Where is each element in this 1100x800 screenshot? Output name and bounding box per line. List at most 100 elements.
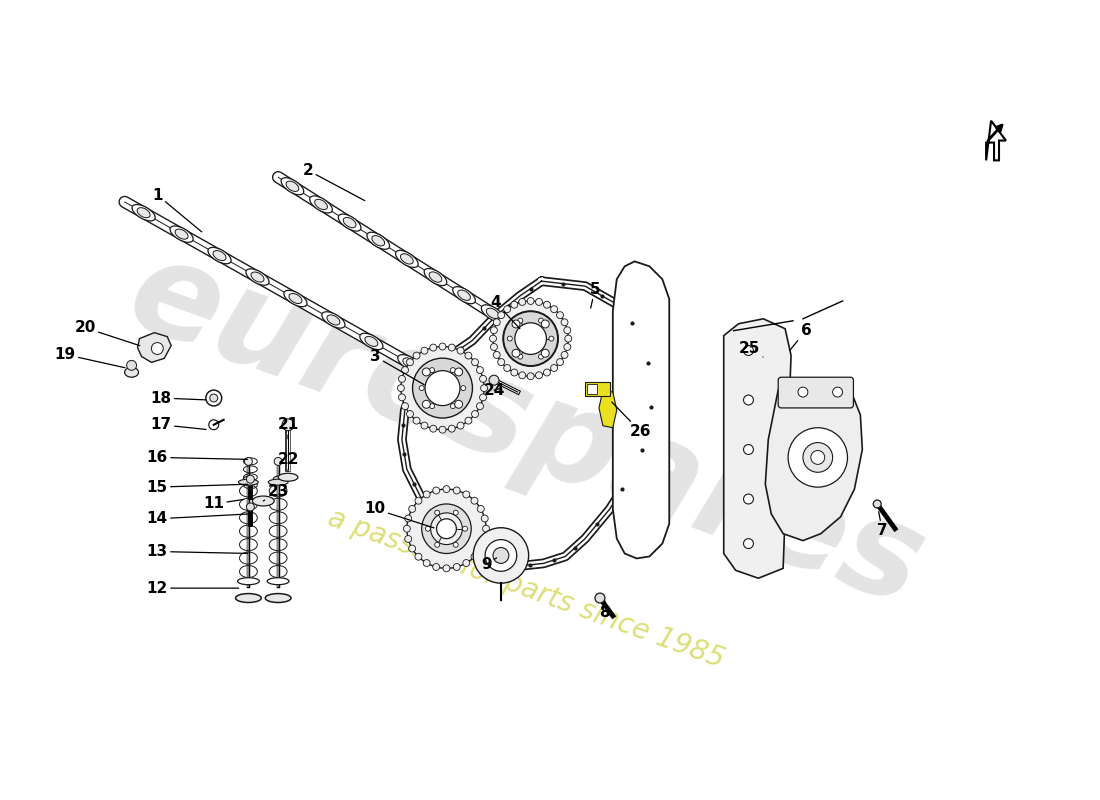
Polygon shape: [986, 121, 1005, 160]
Ellipse shape: [273, 476, 283, 482]
Circle shape: [463, 491, 470, 498]
Circle shape: [541, 320, 549, 328]
Circle shape: [415, 498, 422, 504]
Ellipse shape: [175, 229, 188, 239]
Circle shape: [407, 358, 414, 366]
Circle shape: [564, 326, 571, 334]
Circle shape: [483, 526, 490, 532]
Circle shape: [493, 301, 569, 376]
Circle shape: [463, 559, 470, 566]
Ellipse shape: [268, 479, 288, 485]
Ellipse shape: [132, 205, 155, 221]
Ellipse shape: [289, 294, 302, 303]
Circle shape: [515, 323, 547, 354]
Ellipse shape: [510, 323, 532, 340]
Circle shape: [798, 387, 807, 397]
Circle shape: [439, 343, 446, 350]
Circle shape: [497, 358, 505, 366]
Bar: [587, 384, 597, 394]
Bar: [585, 382, 609, 396]
Circle shape: [407, 410, 414, 418]
Circle shape: [450, 368, 455, 373]
Circle shape: [409, 506, 416, 512]
Ellipse shape: [322, 312, 345, 328]
Circle shape: [788, 428, 847, 487]
Circle shape: [415, 554, 422, 560]
Circle shape: [480, 394, 486, 401]
Circle shape: [527, 298, 535, 305]
Ellipse shape: [515, 326, 528, 337]
Circle shape: [402, 366, 408, 374]
Circle shape: [561, 351, 568, 358]
Circle shape: [419, 386, 425, 390]
Circle shape: [512, 320, 520, 328]
Circle shape: [557, 358, 563, 366]
Circle shape: [510, 369, 518, 376]
Circle shape: [430, 368, 434, 373]
Circle shape: [209, 420, 219, 430]
Ellipse shape: [267, 578, 289, 585]
Text: 16: 16: [146, 450, 248, 465]
Circle shape: [510, 302, 518, 308]
Circle shape: [126, 360, 136, 370]
Text: 9: 9: [481, 557, 496, 572]
Ellipse shape: [453, 286, 475, 304]
Text: 19: 19: [55, 347, 125, 368]
Ellipse shape: [398, 354, 421, 371]
Circle shape: [477, 545, 484, 552]
Circle shape: [490, 335, 496, 342]
Circle shape: [421, 422, 428, 429]
Ellipse shape: [367, 232, 389, 250]
Ellipse shape: [278, 474, 298, 481]
Circle shape: [476, 402, 483, 410]
Circle shape: [152, 342, 163, 354]
Ellipse shape: [251, 272, 264, 282]
Circle shape: [527, 373, 535, 380]
Ellipse shape: [243, 476, 253, 482]
Circle shape: [206, 390, 222, 406]
Ellipse shape: [425, 269, 447, 286]
Circle shape: [465, 417, 472, 424]
Circle shape: [465, 352, 472, 359]
Circle shape: [426, 526, 430, 531]
Circle shape: [536, 372, 542, 378]
Circle shape: [551, 306, 558, 313]
Circle shape: [507, 336, 513, 341]
Circle shape: [493, 351, 500, 358]
Circle shape: [422, 400, 430, 408]
Circle shape: [405, 515, 411, 522]
Ellipse shape: [486, 308, 499, 318]
Text: a passion for parts since 1985: a passion for parts since 1985: [323, 503, 727, 673]
Circle shape: [473, 528, 529, 583]
Ellipse shape: [458, 290, 471, 300]
Ellipse shape: [360, 334, 383, 350]
Circle shape: [450, 404, 455, 409]
Circle shape: [477, 506, 484, 512]
Circle shape: [210, 394, 218, 402]
Circle shape: [437, 519, 456, 538]
Circle shape: [432, 563, 440, 570]
Text: 2: 2: [302, 162, 365, 201]
Circle shape: [424, 491, 430, 498]
Circle shape: [536, 298, 542, 306]
Text: 24: 24: [483, 382, 505, 398]
Circle shape: [430, 376, 454, 400]
Circle shape: [432, 487, 440, 494]
Circle shape: [490, 375, 499, 385]
Circle shape: [744, 538, 754, 549]
Circle shape: [405, 535, 411, 542]
Ellipse shape: [252, 496, 274, 506]
Circle shape: [430, 344, 437, 351]
Circle shape: [398, 394, 406, 401]
Circle shape: [543, 302, 550, 308]
Polygon shape: [766, 378, 862, 541]
Ellipse shape: [213, 250, 226, 261]
Circle shape: [400, 346, 484, 430]
Text: 26: 26: [612, 402, 651, 439]
Circle shape: [414, 417, 420, 424]
Circle shape: [472, 410, 478, 418]
Circle shape: [244, 458, 252, 466]
Ellipse shape: [235, 594, 262, 602]
Ellipse shape: [396, 250, 418, 267]
Circle shape: [482, 515, 488, 522]
